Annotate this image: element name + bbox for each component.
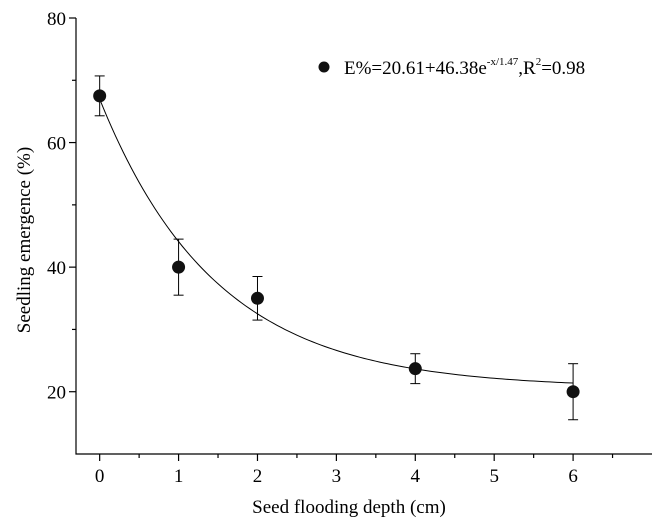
legend-eq-exponent: -x/1.47 — [487, 56, 519, 68]
y-tick-label: 60 — [47, 134, 66, 155]
x-tick-label: 3 — [332, 466, 342, 487]
ticks: 0 1 2 3 4 5 6 20 40 60 80 — [47, 9, 614, 487]
fit-curve — [99, 98, 574, 384]
data-point — [172, 260, 186, 274]
legend-equation: E%=20.61+46.38e-x/1.47,R2=0.98 — [344, 56, 585, 79]
data-point — [250, 291, 264, 305]
x-tick-label: 4 — [411, 466, 421, 487]
x-tick-label: 1 — [174, 466, 184, 487]
x-tick-label: 6 — [568, 466, 578, 487]
y-axis-title: Seedling emergence (%) — [14, 147, 35, 333]
error-bars — [94, 75, 579, 421]
data-point — [408, 362, 422, 376]
data-point — [566, 385, 580, 399]
fit-curve-group — [99, 98, 574, 384]
legend-eq-r2-exponent: 2 — [536, 56, 542, 68]
legend-marker — [318, 61, 330, 73]
data-point — [93, 89, 107, 103]
x-tick-label: 5 — [489, 466, 499, 487]
legend-eq-base: E%=20.61+46.38e — [344, 58, 487, 79]
y-tick-label: 80 — [47, 9, 66, 30]
y-tick-label: 40 — [47, 258, 66, 279]
legend-eq-tail: =0.98 — [541, 58, 585, 79]
y-tick-label: 20 — [47, 383, 66, 404]
x-tick-label: 0 — [95, 466, 105, 487]
data-points — [93, 89, 580, 399]
legend: E%=20.61+46.38e-x/1.47,R2=0.98 — [318, 56, 585, 79]
plot-frame — [75, 18, 652, 455]
x-tick-label: 2 — [253, 466, 263, 487]
axes — [75, 18, 652, 455]
x-axis-title: Seed flooding depth (cm) — [252, 497, 446, 518]
legend-eq-mid: ,R — [518, 58, 536, 79]
